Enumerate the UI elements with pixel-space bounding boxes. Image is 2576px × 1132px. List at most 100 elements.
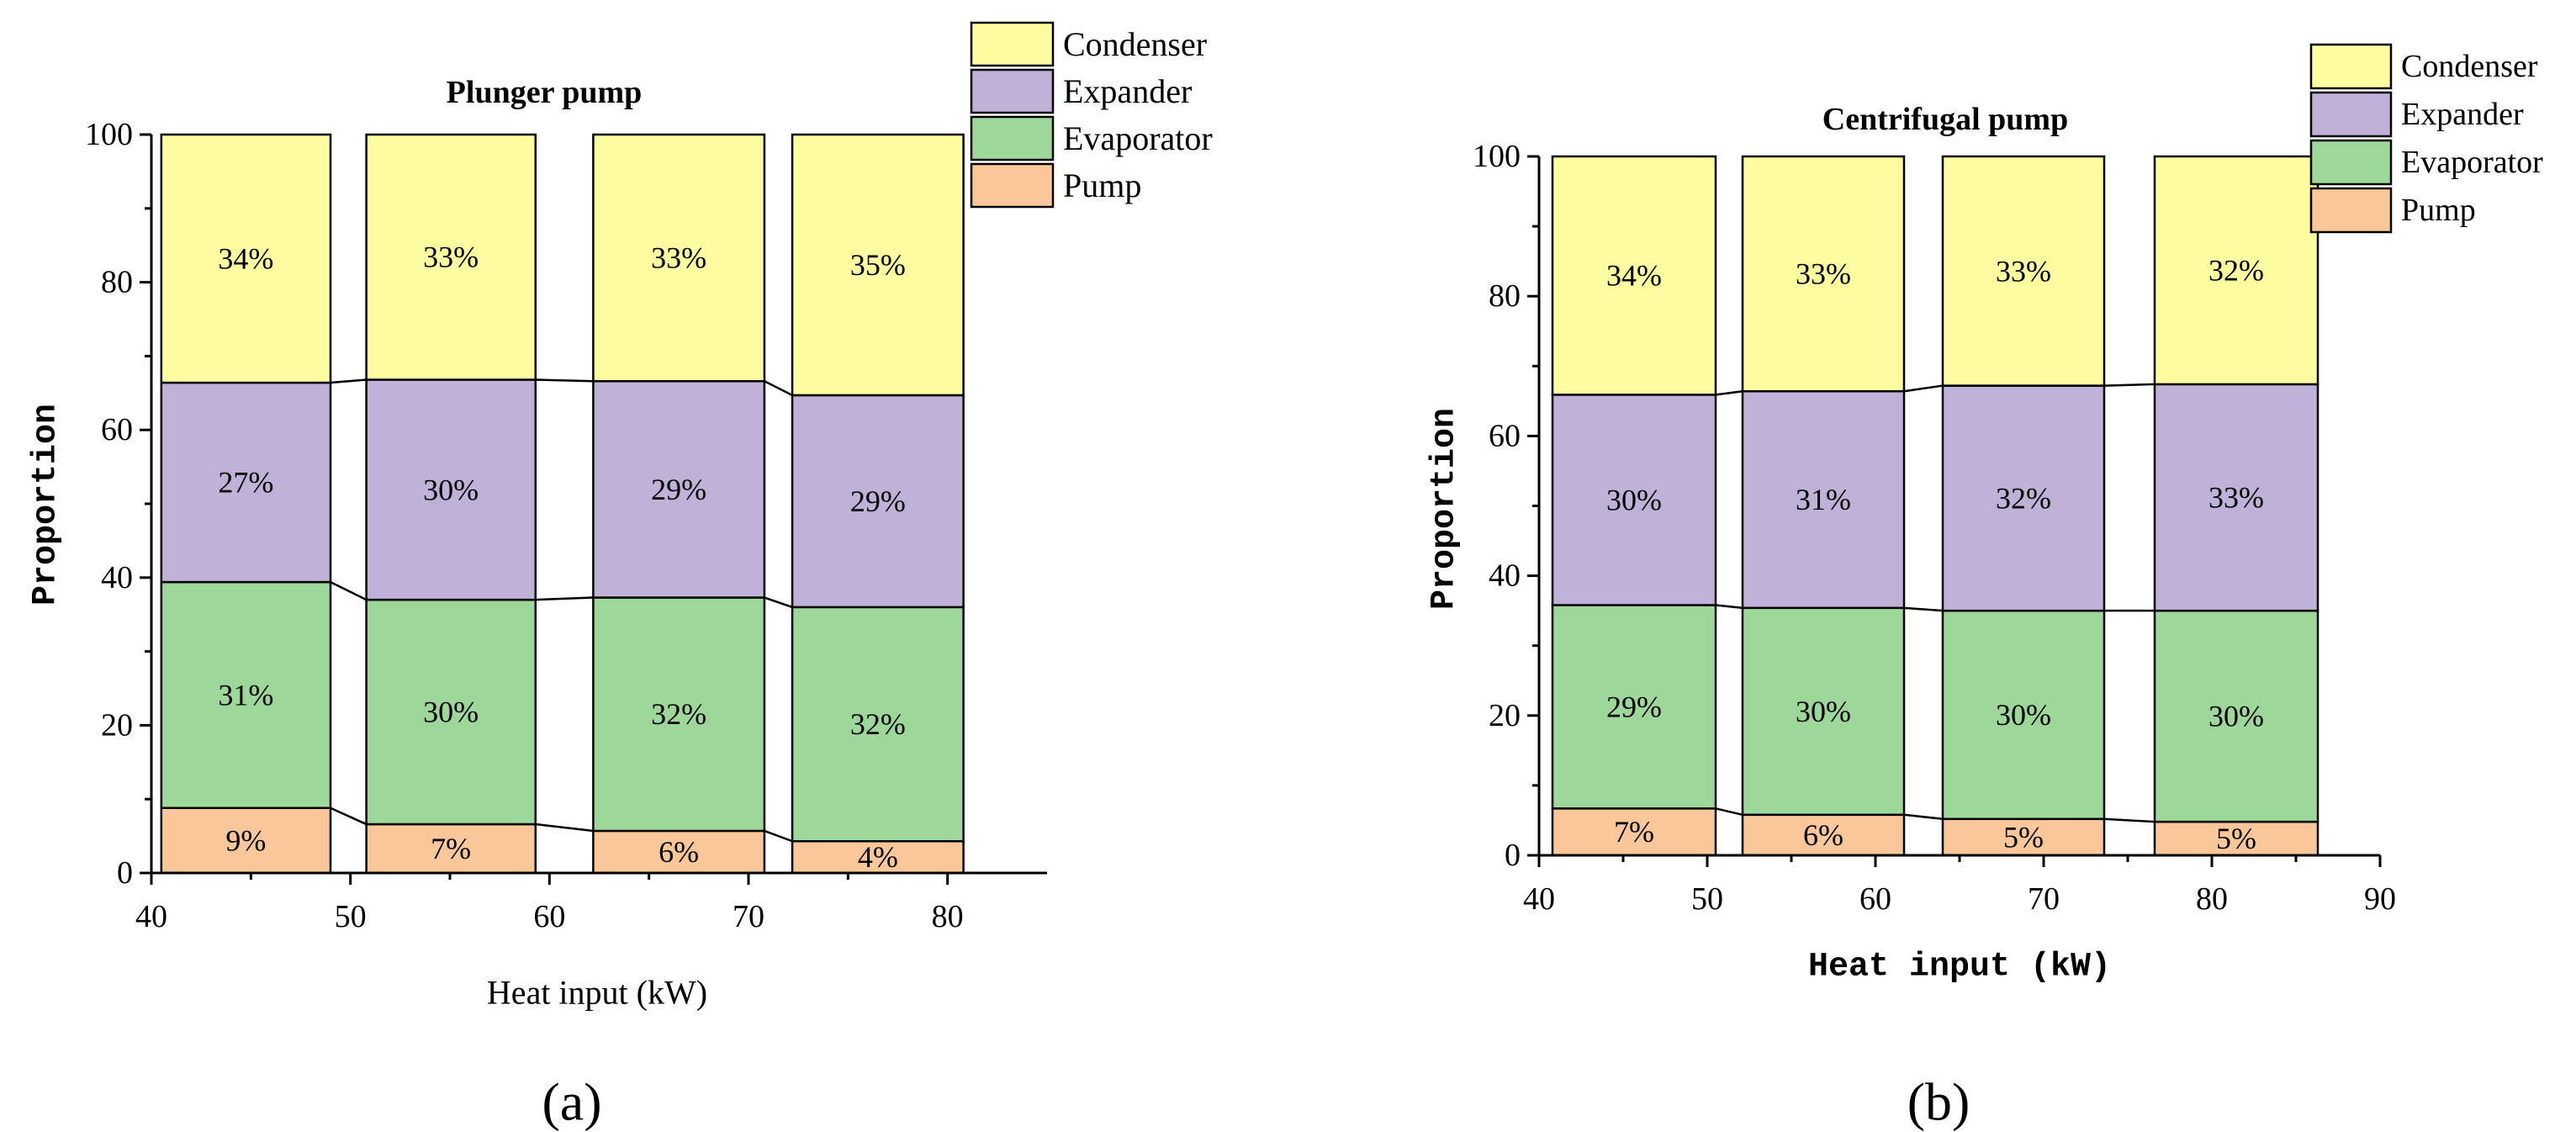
- plunger-legend-label-evaporator: Evaporator: [1063, 119, 1213, 157]
- centrifugal-legend-swatch-evaporator: [2309, 139, 2393, 186]
- centrifugal-legend-label-evaporator: Evaporator: [2401, 145, 2543, 180]
- centrifugal-label-condenser-1: 34%: [1606, 259, 1662, 293]
- centrifugal-bar-evaporator-3: [1941, 609, 2106, 821]
- centrifugal-bar-pump-3: [1941, 817, 2106, 857]
- centrifugal-bar-condenser-2: [1741, 155, 1906, 393]
- plunger-x-axis-title: Heat input (kW): [487, 974, 707, 1012]
- centrifugal-connector-evaporator-1: [1715, 604, 1743, 610]
- centrifugal-bar-expander-1: [1551, 394, 1717, 606]
- centrifugal-legend-swatch-pump: [2309, 187, 2393, 234]
- centrifugal-bar-expander-4: [2153, 383, 2319, 612]
- centrifugal-legend-label-condenser: Condenser: [2401, 49, 2538, 84]
- centrifugal-panel-label: (b): [1907, 1072, 1970, 1132]
- plunger-legend-label-condenser: Condenser: [1063, 25, 1207, 63]
- plunger-legend-label-pump: Pump: [1063, 167, 1141, 204]
- plunger-label-condenser-2: 33%: [423, 241, 479, 274]
- centrifugal-label-evaporator-4: 30%: [2208, 700, 2264, 733]
- centrifugal-label-condenser-2: 33%: [1796, 257, 1851, 291]
- plunger-label-evaporator-2: 30%: [423, 696, 479, 729]
- centrifugal-connector-pump-2: [1903, 813, 1944, 821]
- centrifugal-x-tick-label-60: 60: [1859, 881, 1891, 917]
- plunger-bar-condenser-4: [791, 133, 965, 397]
- plunger-connector-evaporator-3: [764, 596, 793, 609]
- plunger-connector-expander-2: [535, 378, 594, 383]
- plunger-connector-evaporator-2: [535, 596, 594, 601]
- centrifugal-bar-evaporator-1: [1551, 604, 1717, 810]
- centrifugal-x-tick-label-40: 40: [1523, 881, 1555, 917]
- plunger-legend-swatch-evaporator: [970, 115, 1055, 161]
- plunger-bar-evaporator-1: [160, 580, 332, 809]
- centrifugal-legend-swatch-expander: [2309, 91, 2393, 138]
- plunger-connector-pump-3: [764, 829, 793, 843]
- plunger-bar-pump-4: [791, 839, 965, 875]
- plunger-bar-pump-2: [365, 823, 537, 875]
- plunger-x-tick-label-60: 60: [533, 899, 565, 934]
- plunger-panel-label: (a): [542, 1072, 601, 1132]
- plunger-label-expander-2: 30%: [423, 473, 479, 506]
- centrifugal-legend-label-expander: Expander: [2401, 97, 2524, 132]
- centrifugal-connector-expander-2: [1903, 384, 1944, 393]
- plunger-bar-expander-1: [160, 381, 332, 584]
- centrifugal-chart-title: Centrifugal pump: [1822, 102, 2068, 137]
- plunger-bar-condenser-2: [365, 133, 537, 381]
- plunger-x-tick-label-50: 50: [335, 899, 367, 934]
- centrifugal-label-pump-1: 7%: [1614, 815, 1654, 849]
- plunger-label-evaporator-4: 32%: [850, 707, 906, 741]
- centrifugal-connector-expander-1: [1715, 389, 1743, 396]
- centrifugal-x-tick-label-70: 70: [2028, 881, 2060, 917]
- centrifugal-legend-label-pump: Pump: [2401, 193, 2476, 228]
- centrifugal-y-axis-title: Proportion: [1426, 408, 1464, 610]
- centrifugal-x-tick-label-50: 50: [1691, 881, 1723, 917]
- centrifugal-connector-evaporator-2: [1903, 606, 1944, 612]
- plunger-label-pump-1: 9%: [225, 823, 266, 857]
- plunger-y-tick-label-0: 0: [117, 855, 133, 891]
- chart-plunger-pump: 9% 7% 6% 4% 31% 30% 32% 32% 27% 30% 29% 29% 34% 33% 33…: [28, 21, 1213, 1132]
- centrifugal-x-tick-label-90: 90: [2364, 881, 2396, 917]
- plunger-legend-label-expander: Expander: [1063, 72, 1192, 110]
- plunger-connector-pump-1: [330, 807, 368, 826]
- plunger-label-condenser-4: 35%: [850, 248, 906, 282]
- centrifugal-label-evaporator-3: 30%: [1996, 698, 2051, 732]
- centrifugal-x-tick-label-80: 80: [2196, 881, 2228, 917]
- plunger-bar-condenser-3: [592, 133, 766, 383]
- centrifugal-y-tick-label-40: 40: [1489, 558, 1521, 594]
- centrifugal-label-expander-1: 30%: [1606, 483, 1662, 516]
- centrifugal-bar-evaporator-4: [2153, 609, 2319, 823]
- centrifugal-x-axis-title: Heat input (kW): [1808, 949, 2111, 987]
- plunger-label-condenser-1: 34%: [218, 242, 273, 276]
- centrifugal-legend-swatch-condenser: [2309, 43, 2393, 90]
- centrifugal-y-tick-label-60: 60: [1489, 418, 1521, 453]
- plunger-y-axis-title: Proportion: [28, 404, 66, 606]
- centrifugal-label-evaporator-2: 30%: [1796, 695, 1851, 728]
- centrifugal-bar-condenser-3: [1941, 155, 2106, 387]
- plunger-bar-condenser-1: [160, 133, 332, 384]
- plunger-legend-swatch-condenser: [970, 21, 1055, 67]
- centrifugal-label-pump-2: 6%: [1803, 818, 1843, 852]
- centrifugal-label-pump-3: 5%: [2003, 820, 2044, 854]
- plunger-connector-expander-1: [330, 378, 367, 384]
- plunger-y-tick-label-80: 80: [101, 265, 133, 300]
- centrifugal-y-tick-label-100: 100: [1473, 139, 1521, 174]
- plunger-label-condenser-3: 33%: [651, 241, 706, 275]
- plunger-bar-expander-2: [365, 378, 537, 601]
- centrifugal-label-expander-3: 32%: [1996, 481, 2051, 515]
- plunger-connector-evaporator-1: [330, 580, 368, 601]
- centrifugal-label-condenser-3: 33%: [1996, 254, 2051, 288]
- chart-centrifugal-pump: 7% 6% 5% 5% 29% 30% 30% 30% 30% 31% 32% 33% 34% 33% 33…: [1426, 43, 2543, 1132]
- plunger-legend-swatch-pump: [970, 162, 1055, 209]
- centrifugal-label-expander-4: 33%: [2208, 481, 2264, 515]
- plunger-y-tick-label-60: 60: [101, 412, 133, 447]
- plunger-bar-expander-4: [791, 394, 965, 609]
- plunger-y-tick-label-20: 20: [101, 707, 133, 743]
- centrifugal-bar-evaporator-2: [1741, 606, 1906, 817]
- plunger-label-pump-3: 6%: [659, 835, 699, 869]
- centrifugal-connector-pump-1: [1715, 807, 1743, 817]
- centrifugal-bar-condenser-1: [1551, 155, 1717, 396]
- centrifugal-bar-pump-2: [1741, 813, 1906, 857]
- centrifugal-y-tick-label-80: 80: [1489, 278, 1521, 314]
- centrifugal-label-expander-2: 31%: [1796, 483, 1851, 516]
- centrifugal-y-tick-label-0: 0: [1505, 838, 1521, 873]
- plunger-y-tick-label-40: 40: [101, 560, 133, 595]
- plunger-label-expander-1: 27%: [218, 466, 273, 500]
